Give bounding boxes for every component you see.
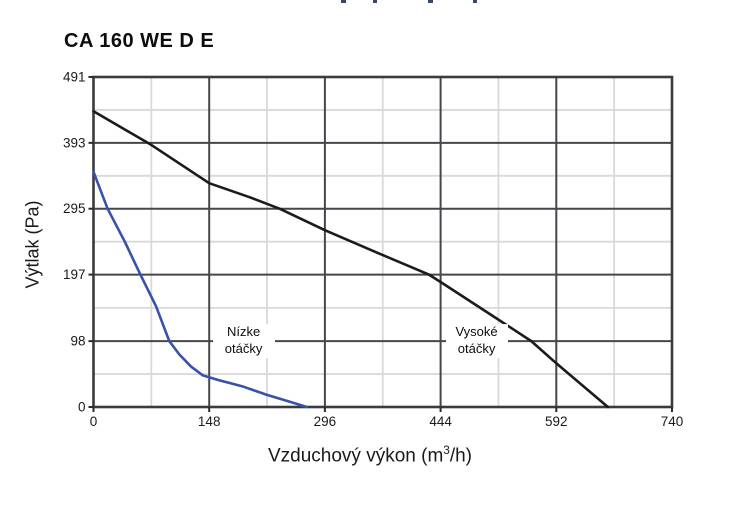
clipped-text-fragment [373, 0, 377, 3]
y-tick-label: 98 [70, 334, 85, 349]
x-axis-title-superscript: 3 [443, 444, 450, 457]
y-tick-label: 295 [63, 201, 86, 216]
clipped-text-fragment [428, 0, 433, 3]
x-tick-label: 740 [661, 414, 684, 429]
plot-border [92, 75, 674, 409]
x-axis-title: Vzduchový výkon (m3/h) [220, 444, 520, 467]
x-tick-label: 148 [198, 414, 221, 429]
clipped-text-fragment [341, 0, 346, 3]
y-tick-label: 491 [63, 70, 86, 85]
y-tick-label: 393 [63, 135, 86, 150]
minor-gridlines [93, 77, 672, 407]
clipped-text-fragment [473, 0, 477, 3]
x-tick-label: 592 [545, 414, 568, 429]
x-axis-title-text: Vzduchový výkon (m [267, 445, 444, 467]
curve-label: Vysoké otáčky [445, 324, 508, 359]
x-axis-title-unit-close: /h) [449, 445, 473, 467]
series-curves [92, 110, 610, 409]
series-curve [92, 170, 309, 409]
series-curve [92, 110, 610, 409]
x-tick-label: 0 [90, 414, 98, 429]
x-tick-label: 296 [314, 414, 337, 429]
curve-label: Nízke otáčky [212, 324, 275, 359]
x-tick-label: 444 [429, 414, 452, 429]
axis-ticks [88, 76, 673, 412]
chart-title: CA 160 WE D E [64, 30, 215, 52]
y-tick-label: 197 [63, 267, 86, 282]
axis-tick-labels: 0 148 296 444 592 740 0 98 197 295 393 491 [63, 70, 683, 430]
y-tick-label: 0 [78, 400, 86, 415]
